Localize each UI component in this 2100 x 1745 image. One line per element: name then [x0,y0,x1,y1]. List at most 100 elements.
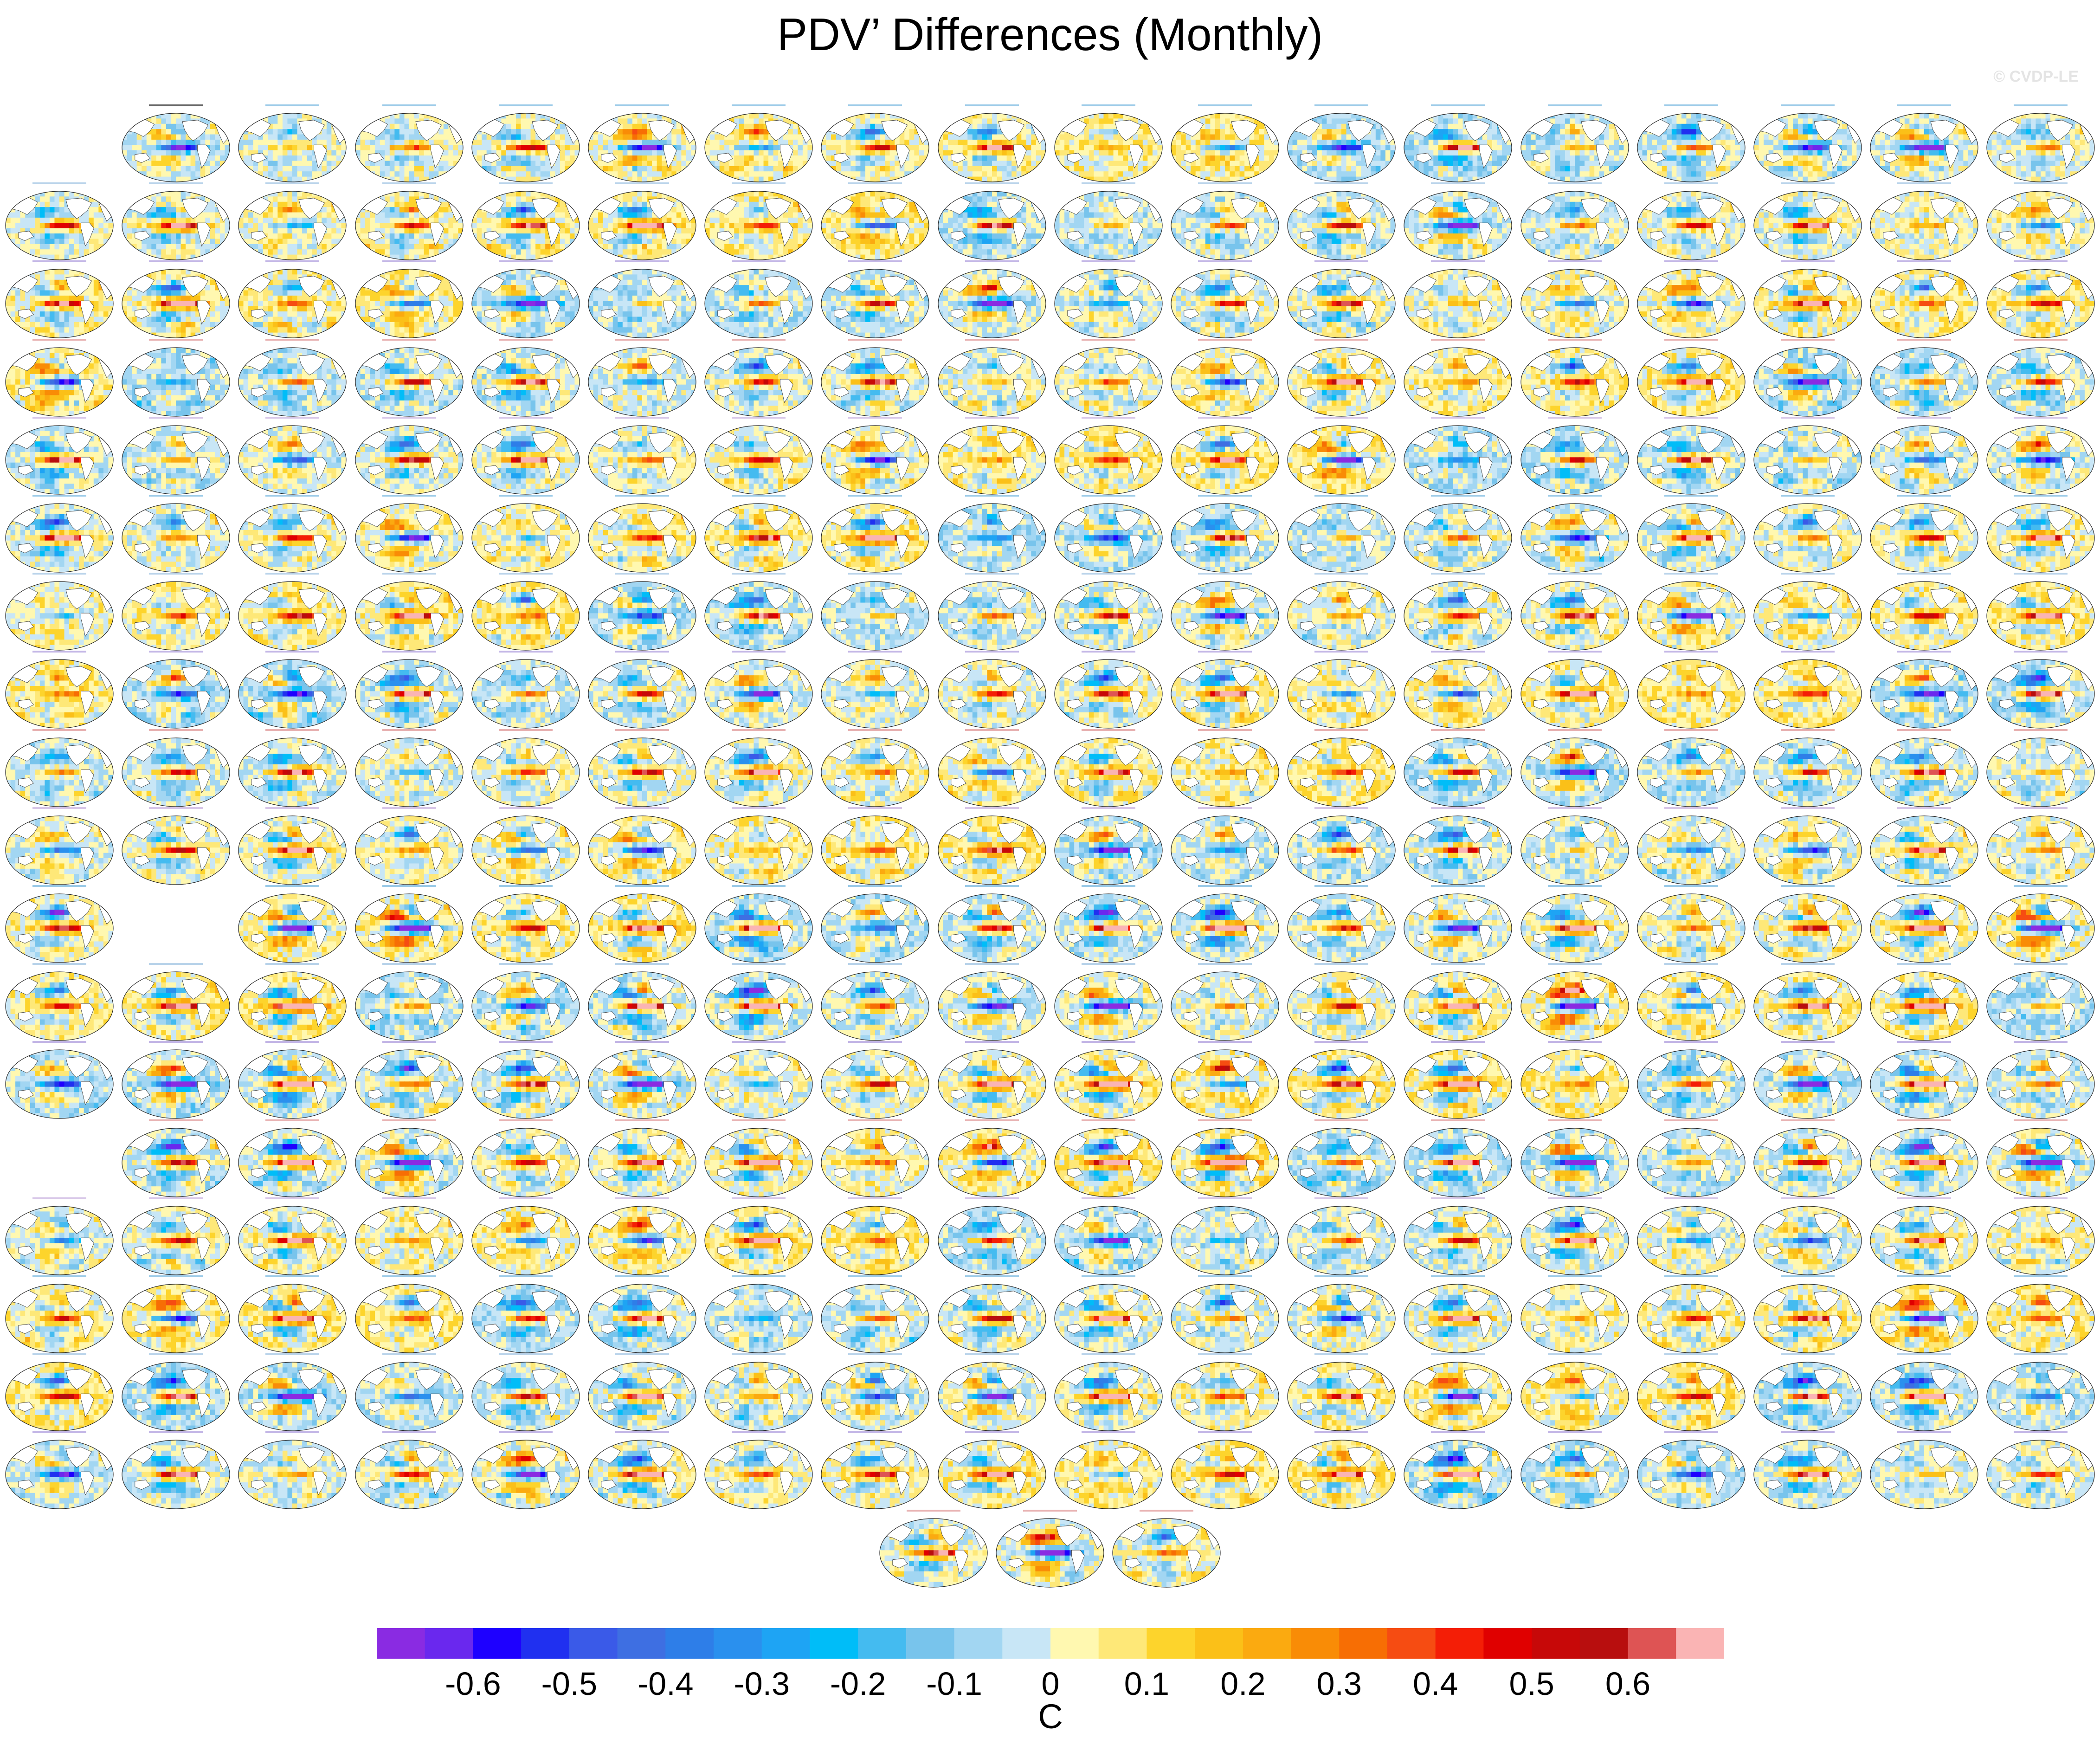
panel-caption-mark [1431,1353,1485,1355]
panel-caption-mark [2014,1275,2068,1277]
sst-difference-map-panel [1519,649,1630,731]
map-svg [1402,1274,1514,1356]
panel-caption-mark [1548,807,1602,809]
panel-caption-mark [149,1275,203,1277]
map-svg [470,649,581,731]
panel-caption-mark [499,1197,553,1199]
sst-difference-map-panel [703,962,814,1043]
panel-caption-mark [2014,1353,2068,1355]
panel-caption-mark [149,729,203,731]
panel-caption-mark [1198,729,1252,731]
sst-difference-map-panel [1752,571,1863,653]
sst-difference-map-panel [120,1430,232,1512]
sst-difference-map-panel [1636,1040,1747,1121]
sst-difference-map-panel [1169,1118,1281,1200]
map-svg [1519,649,1630,731]
sst-difference-map-panel [470,884,581,965]
sst-difference-map-panel [120,493,232,575]
map-svg [1752,1352,1863,1434]
sst-difference-map-panel [1286,1274,1397,1356]
panel-caption-mark [149,963,203,965]
map-svg [936,806,1048,887]
map-svg [237,1118,348,1200]
sst-difference-map-panel [1169,962,1281,1043]
sst-difference-map-panel [1053,1274,1164,1356]
map-svg [586,493,698,575]
colorbar-swatch [618,1628,666,1659]
sst-difference-map-panel [354,1430,465,1512]
panel-caption-mark [149,1197,203,1199]
map-svg [1169,1430,1281,1512]
panel-caption-mark [149,651,203,653]
sst-difference-map-panel [354,181,465,263]
sst-difference-map-panel [1752,649,1863,731]
panel-caption-mark [149,417,203,419]
sst-difference-map-panel [354,259,465,341]
sst-difference-map-panel [936,1430,1048,1512]
sst-difference-map-panel [703,1352,814,1434]
map-svg [1985,1352,2096,1434]
panel-caption-mark [1198,1275,1252,1277]
map-svg [1519,962,1630,1043]
map-svg [1636,1352,1747,1434]
sst-difference-map-panel [470,1118,581,1200]
map-svg [1868,103,1980,185]
map-svg [1636,1196,1747,1278]
sst-difference-map-panel [1636,259,1747,341]
map-svg [120,962,232,1043]
sst-difference-map-panel [1286,493,1397,575]
map-svg [1985,1430,2096,1512]
map-svg [4,1274,115,1356]
panel-caption-mark [499,182,553,184]
map-svg [1519,1118,1630,1200]
panel-caption-mark [1781,1197,1835,1199]
sst-difference-map-panel [703,181,814,263]
sst-difference-map-panel [120,103,232,185]
sst-difference-map-panel [1868,649,1980,731]
panel-caption-mark [265,1275,319,1277]
map-svg [1752,571,1863,653]
colorbar-swatch [1628,1628,1676,1659]
sst-difference-map-panel [1636,806,1747,887]
panel-caption-mark [848,573,902,575]
sst-difference-map-panel [819,1352,931,1434]
map-svg [703,493,814,575]
panel-caption-mark [1897,1197,1951,1199]
sst-difference-map-panel [1752,259,1863,341]
map-svg [354,493,465,575]
panel-caption-mark [265,182,319,184]
panel-caption-mark [615,339,669,341]
panel-caption-mark [32,1197,86,1199]
colorbar-tick-label: -0.5 [541,1665,598,1702]
map-svg [1286,571,1397,653]
sst-difference-map-panel [1519,728,1630,809]
sst-difference-map-panel [1169,1430,1281,1512]
sst-difference-map-panel [586,181,698,263]
map-svg [237,1430,348,1512]
sst-difference-map-panel [1985,259,2096,341]
panel-caption-mark [615,885,669,887]
sst-difference-map-panel [4,728,115,809]
map-svg [1286,493,1397,575]
sst-difference-map-panel [1402,1352,1514,1434]
sst-difference-map-panel [1636,649,1747,731]
map-svg [237,337,348,419]
map-svg [819,181,931,263]
map-svg [470,181,581,263]
map-svg [1868,884,1980,965]
sst-difference-map-panel [936,415,1048,497]
map-svg [354,1040,465,1121]
panel-caption-mark [848,104,902,106]
panel-caption-mark [848,339,902,341]
map-svg [1752,1196,1863,1278]
panel-caption-mark [32,729,86,731]
panel-caption-mark [32,1275,86,1277]
map-svg [703,728,814,809]
sst-difference-map-panel [703,259,814,341]
map-svg [470,1352,581,1434]
map-svg [1985,962,2096,1043]
map-svg [1169,1040,1281,1121]
sst-difference-map-panel [1868,1196,1980,1278]
sst-difference-map-panel [1519,103,1630,185]
map-svg [586,103,698,185]
